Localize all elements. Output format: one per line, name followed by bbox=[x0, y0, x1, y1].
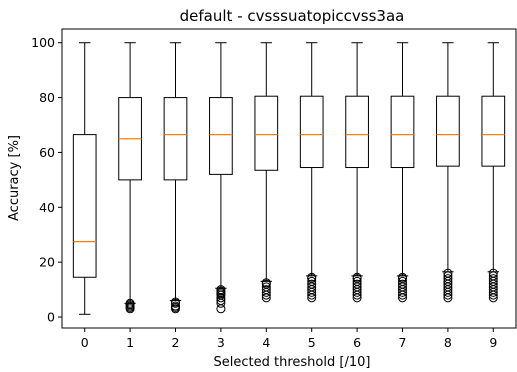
x-tick-label: 4 bbox=[262, 335, 270, 350]
x-tick-label: 1 bbox=[126, 335, 134, 350]
x-tick-label: 6 bbox=[353, 335, 361, 350]
flier-point bbox=[352, 279, 362, 289]
flier-point bbox=[488, 268, 498, 278]
x-tick-label: 9 bbox=[489, 335, 497, 350]
y-tick-label: 100 bbox=[31, 35, 55, 50]
box-5 bbox=[299, 95, 324, 169]
x-tick-label: 7 bbox=[399, 335, 407, 350]
plot-frame bbox=[61, 28, 517, 329]
chart-title: default - cvsssuatopiccvss3aa bbox=[180, 7, 405, 25]
x-tick-label: 8 bbox=[444, 335, 452, 350]
flier-point bbox=[307, 279, 317, 289]
box-9 bbox=[481, 95, 506, 167]
flier-point bbox=[261, 278, 271, 288]
flier-point bbox=[125, 298, 135, 308]
flier-point bbox=[352, 276, 362, 286]
x-tick-label: 5 bbox=[308, 335, 316, 350]
box-4 bbox=[254, 95, 279, 171]
x-tick-label: 2 bbox=[172, 335, 180, 350]
y-tick-label: 40 bbox=[39, 200, 55, 215]
y-tick-label: 0 bbox=[47, 310, 55, 325]
flier-point bbox=[216, 285, 226, 295]
flier-point bbox=[398, 276, 407, 286]
flier-point bbox=[261, 285, 271, 295]
flier-point bbox=[443, 268, 453, 278]
flier-point bbox=[398, 272, 407, 282]
box-3 bbox=[209, 97, 233, 175]
flier-point bbox=[443, 274, 453, 284]
x-axis-label: Selected threshold [/10] bbox=[214, 355, 371, 370]
flier-point bbox=[307, 276, 317, 286]
y-axis-label: Accuracy [%] bbox=[7, 135, 22, 221]
box-2 bbox=[163, 97, 188, 181]
y-tick-label: 20 bbox=[39, 255, 55, 270]
box-6 bbox=[345, 95, 369, 169]
box-8 bbox=[436, 95, 460, 167]
x-tick-label: 3 bbox=[217, 335, 225, 350]
y-tick-label: 60 bbox=[39, 145, 55, 160]
y-tick-label: 80 bbox=[39, 90, 55, 105]
flier-point bbox=[488, 274, 498, 284]
flier-point bbox=[398, 279, 407, 289]
plot-area: 0 20 40 60 80 100 0 1 2 3 4 5 6 7 8 9 bbox=[31, 28, 517, 350]
flier-point bbox=[352, 272, 362, 282]
flier-point bbox=[171, 301, 180, 311]
flier-point bbox=[261, 282, 271, 292]
box-7 bbox=[390, 95, 415, 169]
box-0 bbox=[72, 134, 97, 278]
flier-point bbox=[443, 271, 453, 281]
flier-point bbox=[488, 271, 498, 281]
flier-point bbox=[171, 297, 180, 307]
flier-point bbox=[307, 272, 317, 282]
x-tick-label: 0 bbox=[81, 335, 89, 350]
